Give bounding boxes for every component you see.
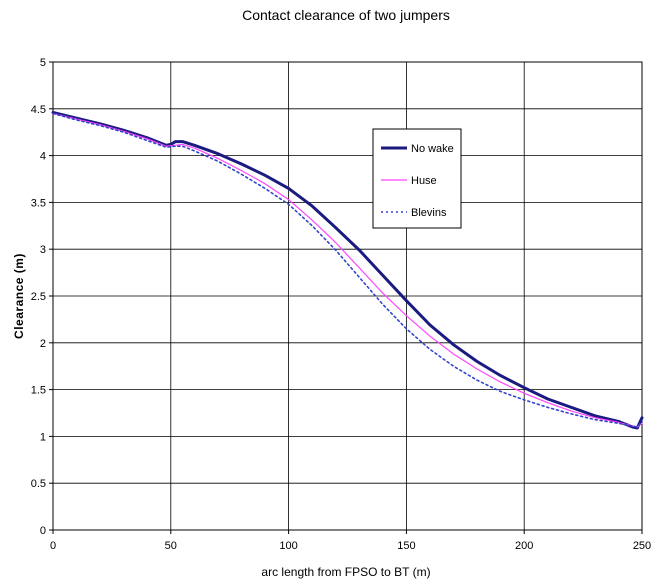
y-tick-label: 3 <box>40 244 46 256</box>
x-tick-label: 200 <box>515 540 533 552</box>
y-tick-label: 3.5 <box>31 197 46 209</box>
x-tick-label: 100 <box>279 540 297 552</box>
legend-label: Huse <box>411 175 437 187</box>
series-line-no-wake <box>51 111 644 430</box>
y-tick-label: 1 <box>40 431 46 443</box>
series-line-blevins <box>52 112 643 428</box>
y-tick-label: 4.5 <box>31 104 46 116</box>
y-tick-label: 2 <box>40 338 46 350</box>
legend: No wake Huse Blevins <box>372 128 462 229</box>
series-layer <box>51 111 644 430</box>
y-axis-ticks: 0 0.5 1 1.5 2 2.5 3 3.5 4 4.5 5 <box>31 57 53 537</box>
y-tick-label: 1.5 <box>31 385 46 397</box>
x-tick-label: 150 <box>397 540 415 552</box>
x-tick-label: 50 <box>165 540 177 552</box>
x-tick-label: 250 <box>633 540 651 552</box>
x-axis-ticks: 0 50 100 150 200 250 <box>50 530 651 552</box>
chart-title: Contact clearance of two jumpers <box>242 7 450 23</box>
y-tick-label: 2.5 <box>31 291 46 303</box>
y-tick-label: 0.5 <box>31 478 46 490</box>
y-tick-label: 4 <box>40 151 46 163</box>
y-tick-label: 0 <box>40 525 46 537</box>
x-axis-label: arc length from FPSO to BT (m) <box>261 565 430 579</box>
x-tick-label: 0 <box>50 540 56 552</box>
legend-label: Blevins <box>411 207 447 219</box>
series-line-huse <box>52 112 643 428</box>
grid <box>52 61 643 531</box>
legend-label: No wake <box>411 143 454 155</box>
y-axis-label: Clearance (m) <box>12 253 26 339</box>
y-tick-label: 5 <box>40 57 46 69</box>
